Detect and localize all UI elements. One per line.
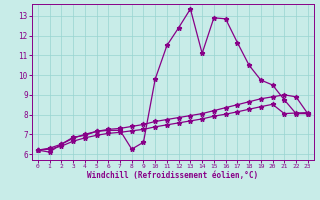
X-axis label: Windchill (Refroidissement éolien,°C): Windchill (Refroidissement éolien,°C) [87, 171, 258, 180]
